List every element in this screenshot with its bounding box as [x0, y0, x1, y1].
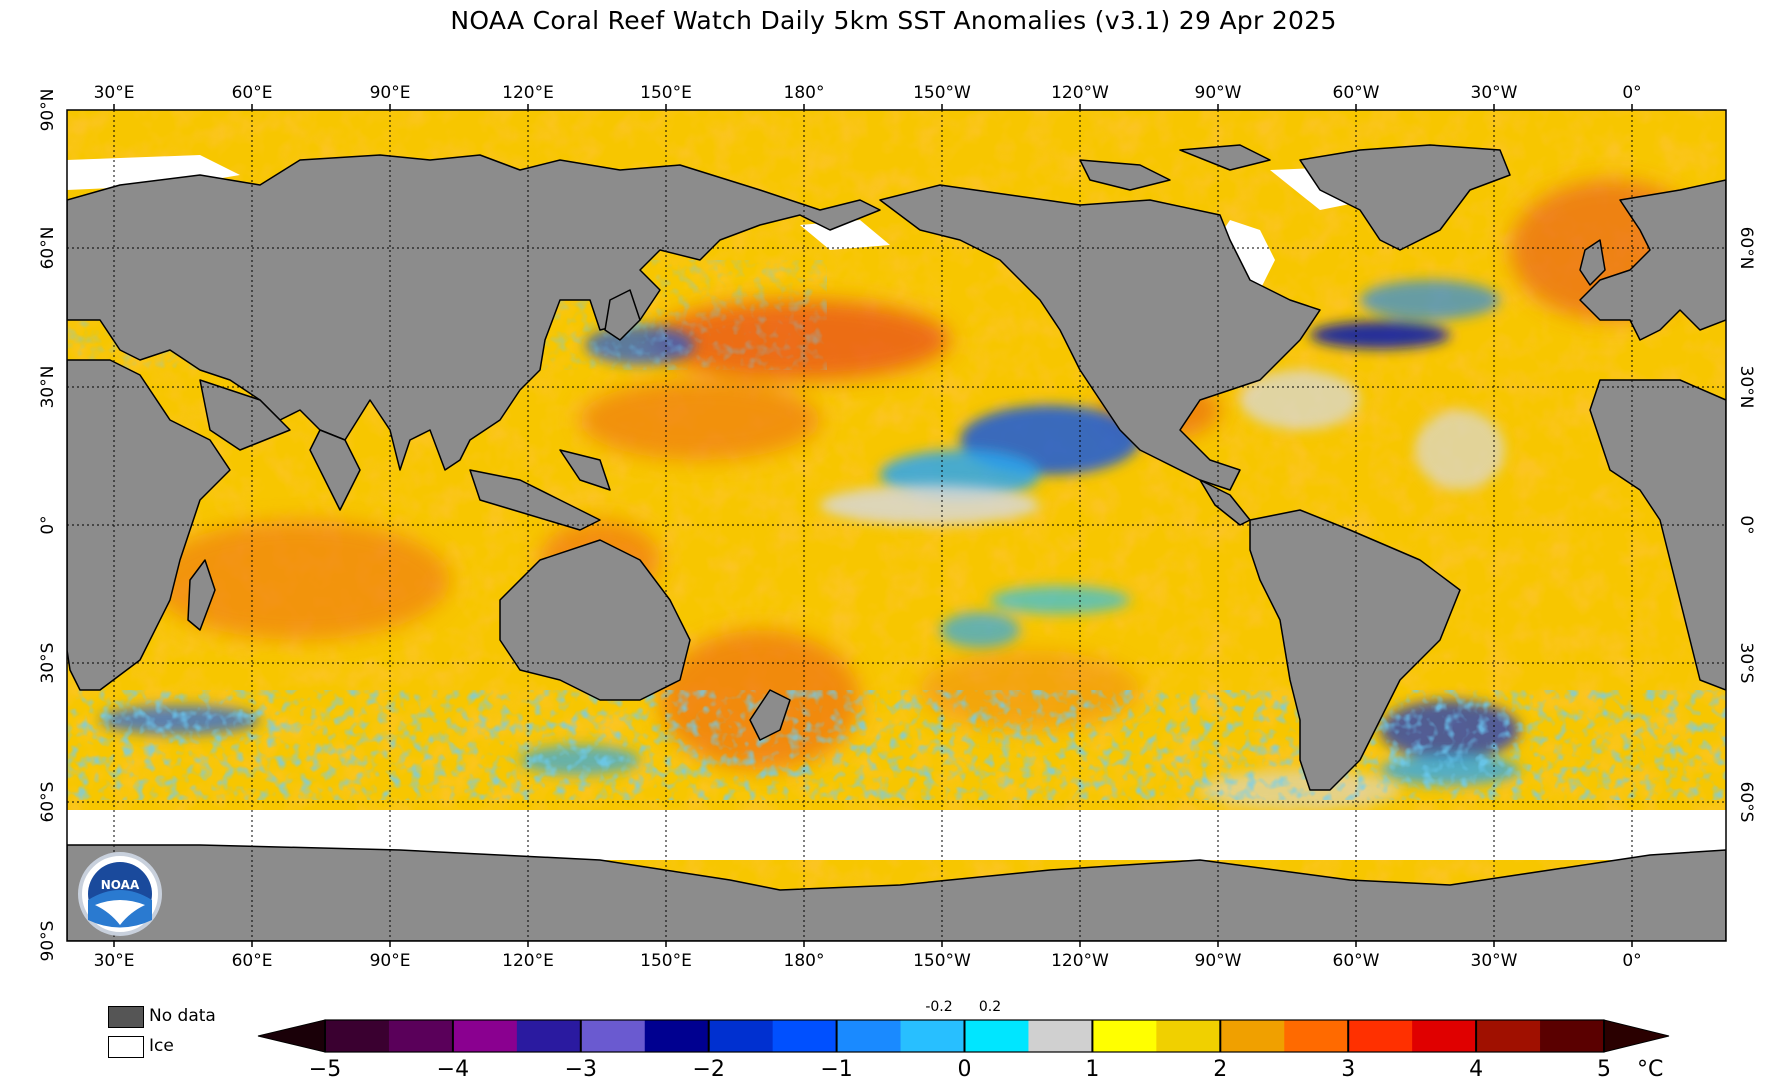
no-data-swatch — [108, 1006, 144, 1028]
lat-label: 30°S — [1736, 643, 1756, 684]
chart-title: NOAA Coral Reef Watch Daily 5km SST Anom… — [450, 6, 1337, 35]
lon-label: 90°W — [1195, 951, 1242, 971]
land — [67, 144, 1726, 941]
lat-label: 0° — [38, 515, 58, 534]
colorbar-tick-label: 4 — [1469, 1057, 1483, 1082]
colorbar-cell — [1412, 1020, 1477, 1052]
lon-label: 120°W — [1051, 83, 1109, 103]
lat-label: 0° — [1736, 515, 1756, 534]
lon-label: 120°E — [502, 951, 554, 971]
lat-label: 30°S — [38, 643, 58, 684]
lat-labels-left: 90°N 60°N 30°N 0° 30°S 60°S 90°S — [38, 89, 58, 962]
logo-text: NOAA — [101, 878, 140, 892]
lon-label: 150°E — [640, 83, 692, 103]
lon-label: 30°E — [94, 951, 135, 971]
colorbar-tick-label: 5 — [1597, 1057, 1611, 1082]
colorbar-cell — [1092, 1020, 1157, 1052]
colorbar-cell — [325, 1020, 390, 1052]
colorbar-cell — [1476, 1020, 1541, 1052]
lon-label: 60°W — [1333, 951, 1380, 971]
lat-label: 90°N — [38, 89, 58, 132]
tick-marks — [113, 104, 1633, 947]
lat-label: 60°S — [38, 782, 58, 823]
lat-labels-right: 60°N 30°N 0° 30°S 60°S — [1736, 227, 1756, 823]
colorbar-cell — [708, 1020, 774, 1052]
lat-label: 90°S — [38, 921, 58, 962]
noaa-logo: NOAA — [78, 852, 162, 936]
colorbar-cell — [516, 1020, 582, 1052]
lat-label: 60°S — [1736, 782, 1756, 823]
colorbar-cell — [1284, 1020, 1349, 1052]
lon-label: 150°E — [640, 951, 692, 971]
lon-label: 120°E — [502, 83, 554, 103]
lon-label: 30°W — [1471, 83, 1518, 103]
colorbar-tick-label: −4 — [437, 1057, 469, 1082]
colorbar-cell — [1348, 1020, 1413, 1052]
small-label: 0.2 — [979, 999, 1001, 1015]
unit-label: °C — [1637, 1057, 1663, 1082]
lat-label: 60°N — [38, 227, 58, 270]
colorbar — [257, 1019, 1670, 1053]
lon-label: 90°E — [370, 83, 411, 103]
colorbar-cell — [964, 1020, 1029, 1052]
colorbar-tick-label: 3 — [1341, 1057, 1355, 1082]
lon-label: 60°E — [232, 83, 273, 103]
lon-label: 0° — [1622, 951, 1641, 971]
lat-label: 30°N — [38, 366, 58, 409]
colorbar-cell — [644, 1020, 710, 1052]
lon-labels-bottom: 30°E 60°E 90°E 120°E 150°E 180° 150°W 12… — [94, 951, 1642, 971]
colorbar-cell — [1220, 1020, 1285, 1052]
map-frame — [66, 109, 1727, 942]
lon-label: 60°W — [1333, 83, 1380, 103]
lon-label: 30°E — [94, 83, 135, 103]
colorbar-cell — [900, 1020, 965, 1052]
colorbar-cell — [388, 1020, 454, 1052]
colorbar-cell — [452, 1020, 518, 1052]
colorbar-tick-label: −2 — [692, 1057, 724, 1082]
ice-label: Ice — [149, 1036, 174, 1056]
colorbar-cell — [1028, 1020, 1093, 1052]
lon-label: 150°W — [913, 83, 971, 103]
colorbar-tick-label: −1 — [820, 1057, 852, 1082]
lon-label: 30°W — [1471, 951, 1518, 971]
no-data-label: No data — [149, 1006, 216, 1026]
colorbar-tick-label: 2 — [1213, 1057, 1227, 1082]
lon-label: 120°W — [1051, 951, 1109, 971]
colorbar-tick-label: 1 — [1085, 1057, 1099, 1082]
lat-label: 60°N — [1736, 227, 1756, 270]
colorbar-cell — [1540, 1020, 1605, 1052]
colorbar-high-arrow — [1603, 1019, 1670, 1053]
colorbar-tick-label: 0 — [958, 1057, 972, 1082]
lon-label: 0° — [1622, 83, 1641, 103]
lon-label: 90°E — [370, 951, 411, 971]
colorbar-cell — [580, 1020, 646, 1052]
lon-labels-top: 30°E 60°E 90°E 120°E 150°E 180° 150°W 12… — [94, 83, 1642, 103]
colorbar-cell — [772, 1020, 838, 1052]
colorbar-low-arrow — [257, 1019, 326, 1053]
colorbar-labels: -0.2 0.2 −5 −4 −3 −2 −1 0 1 2 3 4 5 °C — [309, 999, 1664, 1082]
lon-label: 180° — [784, 951, 825, 971]
lon-label: 60°E — [232, 951, 273, 971]
map-body — [67, 110, 1726, 941]
lon-label: 90°W — [1195, 83, 1242, 103]
lon-label: 180° — [784, 83, 825, 103]
colorbar-cell — [836, 1020, 902, 1052]
graticule — [67, 110, 1726, 941]
lon-label: 150°W — [913, 951, 971, 971]
lat-label: 30°N — [1736, 366, 1756, 409]
colorbar-tick-label: −3 — [565, 1057, 597, 1082]
ice-swatch — [108, 1036, 144, 1058]
colorbar-tick-label: −5 — [309, 1057, 341, 1082]
small-label: -0.2 — [925, 999, 952, 1015]
colorbar-cell — [1156, 1020, 1221, 1052]
